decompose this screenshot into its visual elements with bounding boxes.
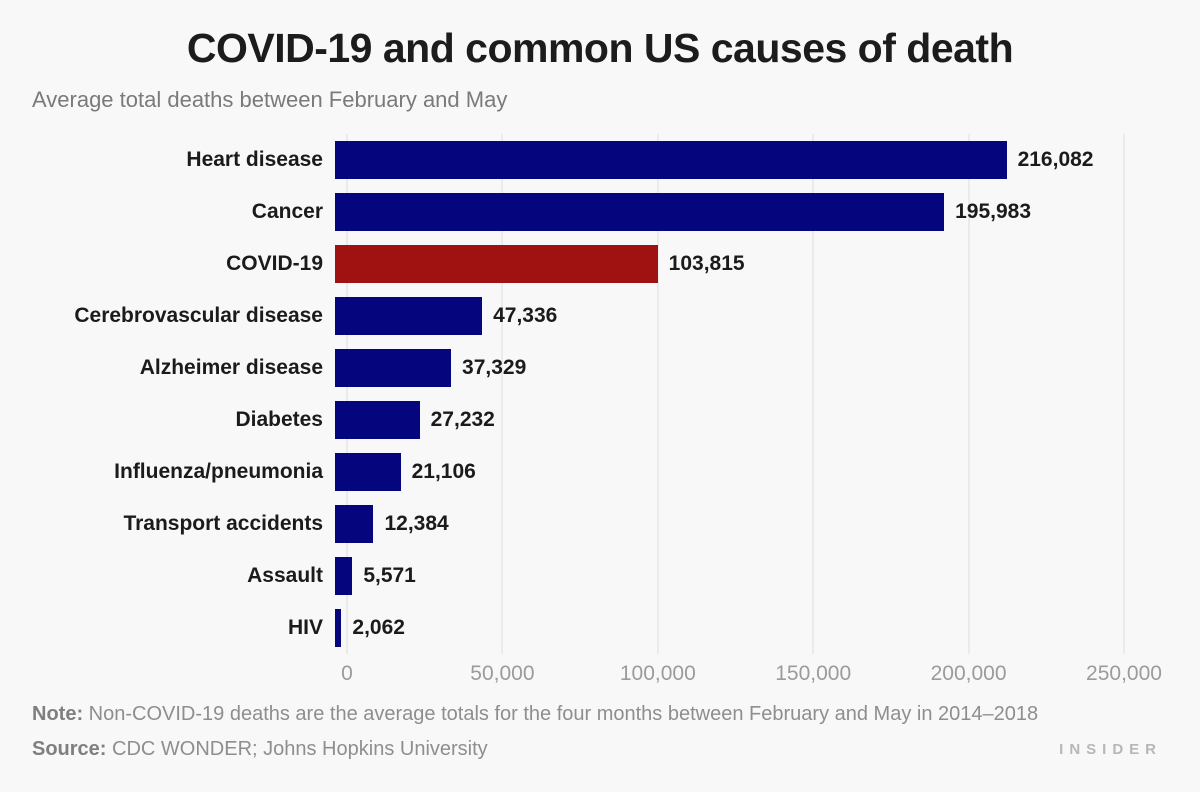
bar-row: HIV 2,062 — [0, 602, 1200, 654]
x-tick-label: 200,000 — [930, 662, 1007, 685]
note-label: Note: — [32, 703, 84, 725]
category-label: Cerebrovascular disease — [74, 304, 323, 327]
bar-row: Alzheimer disease 37,329 — [0, 342, 1200, 394]
bar — [335, 557, 353, 595]
bar-track: 27,232 — [335, 394, 1112, 446]
bar — [335, 453, 401, 491]
value-label: 27,232 — [430, 408, 495, 431]
bar-track: 103,815 — [335, 238, 1112, 290]
insider-logo: INSIDER — [1059, 740, 1162, 758]
bar-row: Assault 5,571 — [0, 550, 1200, 602]
bar-track: 12,384 — [335, 498, 1112, 550]
bar-row: Cancer 195,983 — [0, 186, 1200, 238]
category-label: Cancer — [251, 200, 323, 223]
category-label: COVID-19 — [226, 252, 323, 275]
bar — [335, 297, 483, 335]
bar — [335, 141, 1007, 179]
footer-row: Source: CDC WONDER; Johns Hopkins Univer… — [32, 737, 1162, 761]
bar-track: 47,336 — [335, 290, 1112, 342]
bar-row: Diabetes 27,232 — [0, 394, 1200, 446]
chart-subtitle: Average total deaths between February an… — [32, 87, 508, 112]
value-label: 103,815 — [668, 252, 745, 275]
source-text: Source: CDC WONDER; Johns Hopkins Univer… — [32, 737, 488, 761]
bar-row: Influenza/pneumonia 21,106 — [0, 446, 1200, 498]
value-label: 5,571 — [363, 564, 416, 587]
x-tick-label: 250,000 — [1086, 662, 1162, 685]
gridline — [1123, 134, 1125, 654]
category-label: Diabetes — [235, 408, 323, 431]
bar-rows: Heart disease 216,082 Cancer 195,983 COVID-1… — [0, 134, 1200, 654]
category-label: Influenza/pneumonia — [114, 460, 323, 483]
bar-chart: Heart disease 216,082 Cancer 195,983 COVID-1… — [0, 134, 1200, 692]
bar-row: Cerebrovascular disease 47,336 — [0, 290, 1200, 342]
bar — [335, 401, 420, 439]
value-label: 216,082 — [1017, 148, 1094, 171]
category-label: Assault — [247, 564, 323, 587]
bar-row: Transport accidents 12,384 — [0, 498, 1200, 550]
bar-row: Heart disease 216,082 — [0, 134, 1200, 186]
gridline — [812, 134, 815, 654]
covid-bar — [335, 245, 658, 283]
x-tick-label: 50,000 — [470, 662, 535, 685]
x-tick-label: 100,000 — [619, 662, 696, 685]
bar-track: 195,983 — [335, 186, 1112, 238]
source-label: Source: — [32, 738, 107, 760]
value-label: 47,336 — [493, 304, 558, 327]
bar — [335, 609, 342, 647]
bar-track: 5,571 — [335, 550, 1112, 602]
gridline — [501, 134, 504, 654]
bar — [335, 505, 374, 543]
x-axis: 0 50,000 100,000 150,000 200,000 250,000 — [341, 654, 1162, 692]
gridline — [346, 134, 348, 654]
category-label: HIV — [287, 616, 323, 639]
bar — [335, 349, 452, 387]
chart-title: COVID-19 and common US causes of death — [186, 25, 1014, 71]
note-text: Note: Non-COVID-19 deaths are the averag… — [32, 702, 1168, 726]
category-label: Transport accidents — [123, 512, 323, 535]
x-tick-label: 150,000 — [775, 662, 852, 685]
bar — [335, 193, 945, 231]
bar-track: 216,082 — [335, 134, 1112, 186]
source-body: CDC WONDER; Johns Hopkins University — [112, 738, 488, 760]
bar-track: 21,106 — [335, 446, 1112, 498]
category-label: Alzheimer disease — [139, 356, 323, 379]
category-label: Heart disease — [186, 148, 323, 171]
x-tick-label: 0 — [341, 662, 353, 685]
grid-layer — [346, 134, 1125, 654]
bar-row: COVID-19 103,815 — [0, 238, 1200, 290]
bar-track: 37,329 — [335, 342, 1112, 394]
value-label: 21,106 — [411, 460, 476, 483]
value-label: 2,062 — [352, 616, 405, 639]
note-body: Non-COVID-19 deaths are the average tota… — [88, 703, 1039, 725]
bar-track: 2,062 — [335, 602, 1112, 654]
value-label: 195,983 — [955, 200, 1032, 223]
gridline — [656, 134, 659, 654]
value-label: 37,329 — [462, 356, 527, 379]
gridline — [967, 134, 970, 654]
value-label: 12,384 — [384, 512, 449, 535]
